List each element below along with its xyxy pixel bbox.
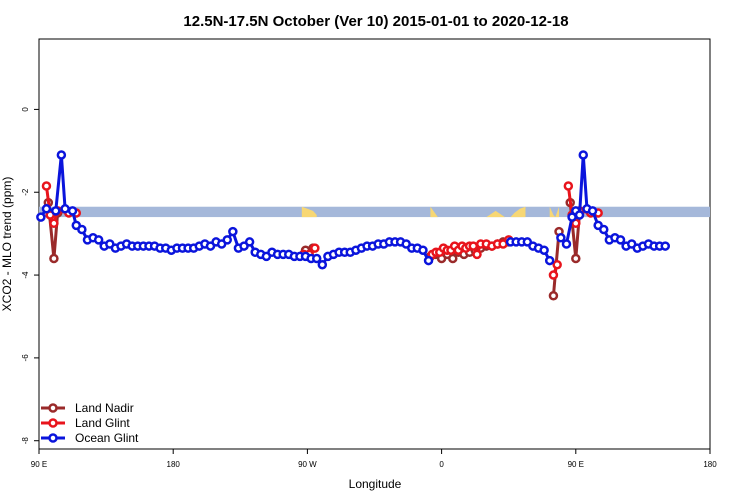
y-axis-label: XCO2 - MLO trend (ppm): [0, 177, 14, 312]
data-point: [548, 291, 559, 301]
y-tick-label: -8: [21, 437, 30, 445]
x-axis-label: Longitude: [349, 477, 402, 491]
y-tick-label: -2: [21, 188, 30, 196]
data-point: [93, 235, 104, 245]
data-point: [49, 218, 59, 229]
data-point: [571, 253, 581, 264]
x-tick-label: 90 W: [298, 460, 317, 469]
data-point: [311, 253, 322, 264]
data-point: [36, 212, 46, 222]
legend-marker: [48, 403, 58, 413]
x-tick-label: 90 E: [31, 460, 47, 469]
legend-label: Ocean Glint: [75, 431, 139, 445]
data-point: [556, 233, 566, 243]
land-region-0: [301, 206, 317, 218]
axes: 90 E 180 90 W 0 90 E 180 0 -2 -4 -6 -8: [21, 107, 717, 469]
ocean-band: [39, 206, 710, 218]
legend-marker: [48, 418, 58, 428]
land-region-2: [510, 206, 526, 218]
data-point: [244, 237, 255, 247]
data-point: [317, 259, 328, 270]
land-region-3: [549, 206, 560, 218]
data-point: [561, 239, 572, 249]
data-point: [222, 235, 233, 245]
data-point: [578, 150, 589, 160]
data-point: [552, 259, 562, 270]
x-tick-label: 90 E: [568, 460, 584, 469]
data-point: [49, 253, 59, 264]
x-tick-label: 0: [439, 460, 444, 469]
x-tick-label: 180: [703, 460, 717, 469]
legend-label: Land Glint: [75, 416, 130, 430]
data-point: [468, 241, 479, 251]
legend-entry: Ocean Glint: [41, 431, 139, 445]
land-region-1: [430, 206, 505, 218]
data-point: [423, 255, 434, 266]
x-tick-label: 180: [167, 460, 181, 469]
data-point: [77, 224, 87, 235]
data-point: [67, 206, 78, 216]
data-point: [51, 206, 61, 216]
plot-area: [38, 38, 711, 450]
land-ocean-strip: [39, 206, 710, 218]
data-point: [56, 150, 67, 160]
chart-title: 12.5N-17.5N October (Ver 10) 2015-01-01 …: [183, 13, 568, 30]
data-point: [539, 245, 549, 255]
series-2: [36, 150, 671, 270]
data-point: [563, 181, 574, 191]
data-point: [587, 206, 598, 216]
legend-marker: [48, 433, 58, 443]
y-tick-label: -6: [21, 354, 30, 362]
data-point: [448, 253, 458, 264]
data-point: [472, 249, 482, 260]
legend-entry: Land Nadir: [41, 401, 134, 415]
data-point: [41, 204, 52, 214]
legend-label: Land Nadir: [75, 401, 134, 415]
data-point: [544, 255, 555, 266]
legend-entry: Land Glint: [41, 416, 130, 430]
data-point: [60, 204, 70, 214]
data-point: [615, 235, 626, 245]
data-point: [574, 210, 585, 220]
data-point: [41, 181, 52, 191]
y-tick-label: -4: [21, 271, 30, 279]
data-point: [599, 224, 609, 235]
data-point: [310, 243, 320, 253]
data-point: [660, 241, 671, 251]
y-tick-label: 0: [21, 107, 30, 112]
series-layer: [36, 150, 671, 301]
data-point: [548, 270, 559, 280]
data-point: [228, 226, 238, 237]
data-point: [418, 245, 428, 255]
